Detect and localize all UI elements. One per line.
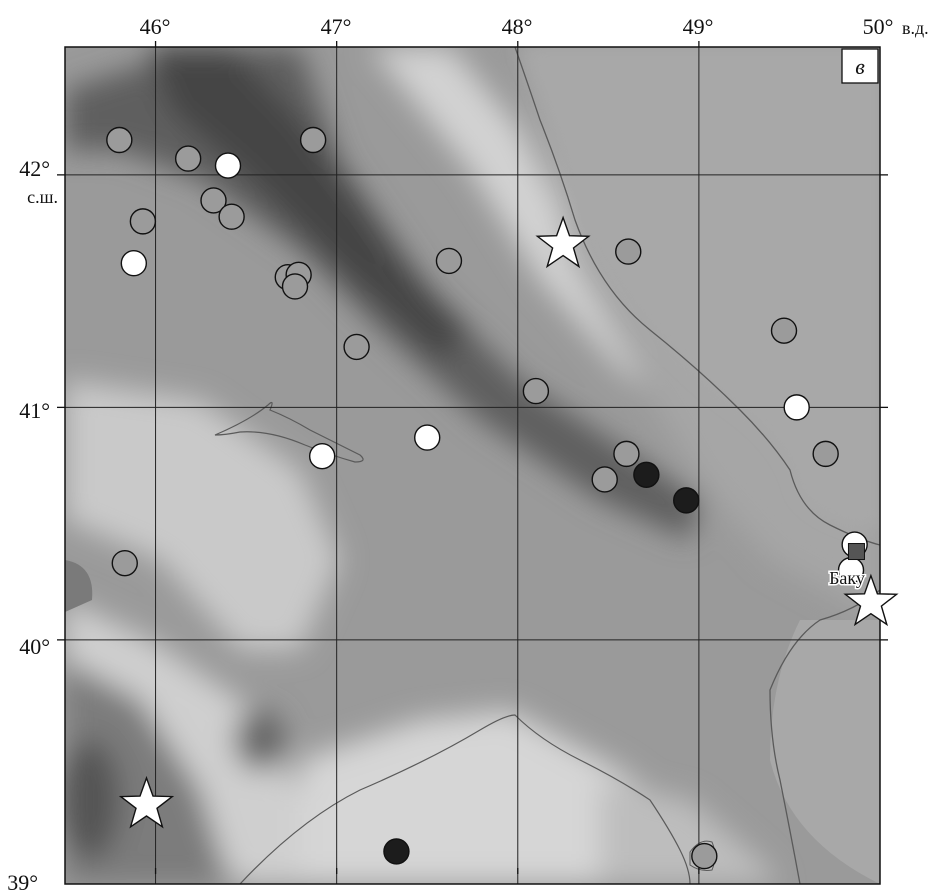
panel-label: в	[841, 48, 879, 84]
city-square-marker	[847, 543, 865, 561]
relief-background	[65, 47, 880, 884]
x-tick-labels: 46° 47° 48° 49° 50° в.д.	[140, 14, 929, 39]
gray-circle-marker	[812, 440, 839, 468]
star-marker	[535, 215, 591, 269]
star-marker	[843, 573, 899, 627]
y-tick-labels: 42° с.ш. 41° 40° 39°	[7, 156, 58, 895]
y-unit-label: с.ш.	[27, 187, 58, 207]
gray-circle-marker	[613, 440, 640, 468]
x-tick-46: 46°	[140, 14, 171, 39]
black-circle-marker	[673, 487, 700, 514]
coastline	[514, 47, 880, 546]
y-tick-40: 40°	[19, 634, 50, 659]
gray-circle-marker	[615, 238, 642, 265]
x-unit-label: в.д.	[902, 18, 929, 38]
gray-circle-marker	[435, 247, 463, 275]
white-circle-marker	[414, 424, 441, 451]
gray-circle-marker	[770, 317, 798, 344]
white-circle-marker	[783, 394, 810, 421]
x-tick-47: 47°	[321, 14, 352, 39]
gray-circle-marker	[111, 549, 138, 577]
y-tick-42: 42°	[19, 156, 50, 181]
x-tick-49: 49°	[683, 14, 714, 39]
gray-circle-marker	[343, 333, 370, 361]
gray-circle-marker	[691, 842, 718, 870]
gray-circle-marker	[299, 126, 327, 154]
gray-circle-marker	[281, 273, 309, 300]
white-circle-marker	[308, 443, 336, 470]
gray-circle-marker	[218, 203, 245, 230]
gray-circle-marker	[129, 208, 157, 235]
coordinate-grid	[57, 41, 888, 884]
y-tick-41: 41°	[19, 398, 50, 423]
gray-circle-marker	[522, 377, 550, 405]
x-tick-48: 48°	[502, 14, 533, 39]
gray-circle-marker	[200, 187, 227, 214]
city-label-baku: Баку	[829, 568, 865, 588]
black-circle-marker	[383, 838, 410, 865]
markers	[106, 126, 899, 870]
gray-circle-marker	[106, 126, 133, 154]
white-circle-marker	[120, 250, 148, 277]
y-tick-39: 39°	[7, 870, 38, 890]
white-circle-marker	[214, 152, 242, 179]
map-frame	[64, 46, 881, 885]
black-circle-marker	[633, 461, 660, 488]
x-tick-50: 50°	[863, 14, 894, 39]
gray-circle-marker	[591, 466, 618, 493]
coastline-south	[769, 589, 880, 884]
panel-label-text: в	[855, 54, 865, 79]
gray-circle-marker	[174, 145, 202, 172]
star-marker	[118, 775, 175, 829]
reservoir	[214, 401, 364, 463]
